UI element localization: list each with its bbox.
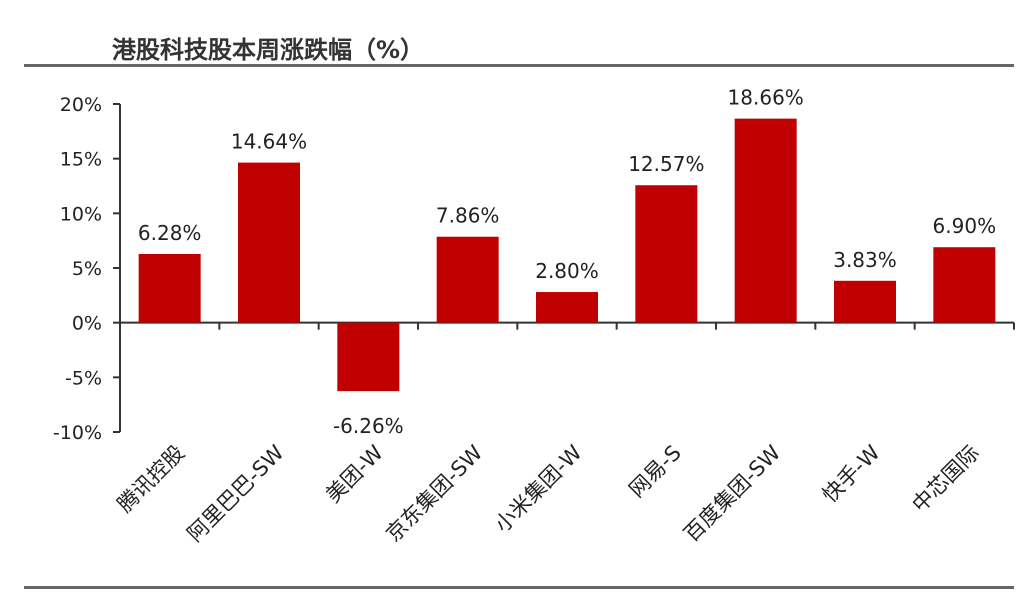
category-label: 美团-W	[321, 440, 388, 507]
category-label: 阿里巴巴-SW	[183, 440, 289, 546]
y-tick-label: -10%	[53, 422, 102, 444]
data-label: 18.66%	[728, 86, 804, 110]
bar	[635, 185, 698, 323]
data-label: 6.28%	[138, 221, 202, 245]
chart-title: 港股科技股本周涨跌幅（%）	[112, 36, 425, 64]
category-label: 快手-W	[818, 440, 885, 507]
category-label: 百度集团-SW	[679, 440, 785, 546]
category-label: 小米集团-W	[490, 440, 587, 537]
category-label: 京东集团-SW	[381, 440, 487, 546]
bar	[238, 162, 300, 323]
data-label: 2.80%	[535, 259, 599, 283]
y-tick-label: 15%	[60, 149, 102, 171]
data-label: 12.57%	[628, 152, 704, 176]
bar	[834, 280, 896, 323]
bar	[933, 247, 996, 323]
bottom-rule	[24, 586, 1014, 589]
bar	[536, 292, 598, 323]
data-label: 3.83%	[833, 248, 897, 272]
y-tick-label: 0%	[72, 313, 102, 335]
bar	[734, 118, 797, 323]
data-label: 6.90%	[933, 214, 997, 238]
top-rule	[24, 64, 1014, 67]
bar	[337, 322, 400, 392]
category-label: 网易-S	[624, 441, 685, 502]
category-label: 腾讯控股	[113, 441, 189, 517]
data-label: 14.64%	[231, 130, 307, 154]
bar	[436, 236, 499, 323]
data-label: 7.86%	[436, 204, 500, 228]
y-tick-label: 5%	[72, 258, 102, 280]
y-tick-label: 10%	[60, 203, 102, 225]
y-tick-label: -5%	[65, 367, 102, 389]
y-tick-label: 20%	[60, 94, 102, 116]
data-label: -6.26%	[333, 414, 404, 438]
bar	[138, 254, 201, 323]
category-label: 中芯国际	[908, 441, 984, 517]
